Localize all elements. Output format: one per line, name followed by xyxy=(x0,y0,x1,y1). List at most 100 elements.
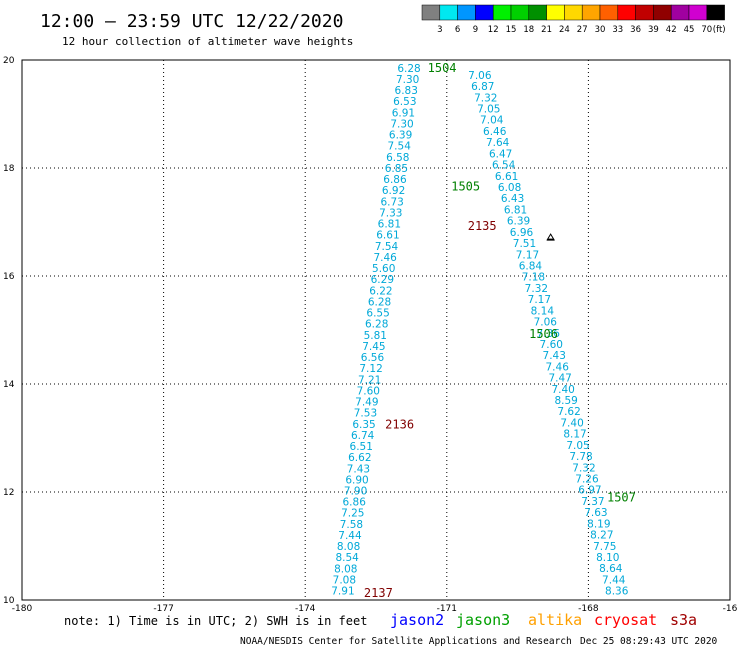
legend-label: 42 xyxy=(666,25,677,35)
wave-height-value: 7.43 xyxy=(543,350,566,362)
satellite-cryosat: cryosat xyxy=(594,611,657,629)
wave-height-value: 7.51 xyxy=(513,238,536,250)
x-tick-label: -168 xyxy=(578,604,599,614)
page-title: 12:00 – 23:59 UTC 12/22/2020 xyxy=(40,11,343,32)
pass-number-label: 1505 xyxy=(451,180,480,194)
wave-height-value: 7.43 xyxy=(347,463,370,475)
legend-swatch xyxy=(706,4,725,21)
wave-height-value: 7.26 xyxy=(575,473,599,485)
wave-height-value: 7.05 xyxy=(477,104,500,116)
wave-height-value: 8.17 xyxy=(563,429,586,441)
legend-swatch xyxy=(670,4,690,21)
wave-height-value: 7.62 xyxy=(557,406,580,418)
altimeter-tracks: 6.287.306.836.536.917.306.397.546.586.85… xyxy=(331,63,628,598)
legend-unit: (ft) xyxy=(713,25,726,35)
footer-credit: NOAA/NESDIS Center for Satellite Applica… xyxy=(240,636,572,647)
wave-height-value: 6.22 xyxy=(369,285,392,297)
wave-height-value: 7.40 xyxy=(560,417,583,429)
satellite-altika: altika xyxy=(528,611,582,629)
y-tick-label: 16 xyxy=(3,272,15,282)
y-tick-label: 18 xyxy=(3,164,15,174)
map-border xyxy=(21,59,731,601)
wave-height-value: 7.30 xyxy=(390,118,413,130)
wave-height-value: 6.28 xyxy=(397,63,420,75)
legend-label: 9 xyxy=(473,25,478,35)
wave-height-value: 7.06 xyxy=(534,317,558,329)
x-tick-label: -16 xyxy=(723,604,738,614)
wave-height-value: 7.32 xyxy=(474,92,497,104)
wave-height-value: 6.92 xyxy=(382,185,405,197)
wave-height-value: 7.53 xyxy=(354,408,377,420)
wave-height-value: 7.90 xyxy=(344,486,367,498)
wave-height-value: 6.43 xyxy=(501,193,524,205)
wave-height-value: 6.74 xyxy=(351,430,375,442)
legend-label: 18 xyxy=(523,25,534,35)
wave-height-value: 7.06 xyxy=(468,70,492,82)
legend-swatch xyxy=(581,4,601,21)
wave-height-value: 7.37 xyxy=(581,496,604,508)
x-tick-label: -180 xyxy=(12,604,33,614)
wave-height-value: 6.58 xyxy=(386,152,409,164)
wave-height-value: 7.21 xyxy=(358,374,381,386)
legend-label: 6 xyxy=(455,25,460,35)
satellite-jason3: jason3 xyxy=(456,611,510,629)
pass-annotations: 1504 1505 2135 1506 2136 1507 2137 xyxy=(364,61,636,600)
wave-height-value: 7.36 xyxy=(537,328,561,340)
wave-height-value: 7.64 xyxy=(486,137,510,149)
wave-height-value: 6.39 xyxy=(389,130,412,142)
wave-height-value: 7.05 xyxy=(566,440,589,452)
legend-label: 27 xyxy=(577,25,588,35)
wave-height-value: 7.60 xyxy=(357,385,380,397)
wave-height-value: 5.60 xyxy=(372,263,395,275)
wave-height-value: 6.39 xyxy=(507,216,530,228)
wave-height-value: 6.97 xyxy=(578,485,601,497)
wave-height-value: 8.10 xyxy=(596,552,619,564)
footer-note: note: 1) Time is in UTC; 2) SWH is in fe… xyxy=(64,614,367,628)
wave-height-value: 8.08 xyxy=(337,541,360,553)
wave-height-value: 7.40 xyxy=(551,384,574,396)
wave-height-value: 6.81 xyxy=(504,204,527,216)
wave-height-value: 7.54 xyxy=(388,141,412,153)
x-tick-label: -171 xyxy=(437,604,457,614)
wave-height-value: 8.27 xyxy=(590,530,613,542)
wave-height-value: 6.51 xyxy=(350,441,373,453)
legend-swatch xyxy=(635,4,654,21)
wave-height-value: 6.61 xyxy=(495,171,518,183)
y-tick-label: 10 xyxy=(3,596,15,606)
legend-swatch xyxy=(617,4,636,21)
pass-number-label: 2136 xyxy=(385,417,414,431)
map-frame xyxy=(21,59,731,601)
wave-height-value: 7.44 xyxy=(602,574,626,586)
legend-label: 70 xyxy=(701,25,712,35)
wave-height-value: 6.47 xyxy=(489,148,512,160)
wave-height-value: 7.91 xyxy=(331,586,354,598)
wave-height-value: 7.17 xyxy=(516,249,539,261)
wave-height-value: 7.08 xyxy=(333,574,356,586)
wave-height-value: 8.64 xyxy=(599,563,623,575)
wave-height-value: 7.17 xyxy=(528,294,551,306)
wave-height-value: 7.46 xyxy=(373,252,397,264)
wave-height-value: 6.08 xyxy=(498,182,521,194)
legend-swatch xyxy=(546,4,565,21)
wave-height-value: 7.54 xyxy=(375,241,399,253)
legend-swatch xyxy=(492,4,512,21)
pass-number-label: 1506 xyxy=(529,327,558,341)
axis-ticks: -180 -177 -174 -171 -168 -16 10 12 14 16 18 20 xyxy=(3,56,738,614)
wave-height-value: 6.84 xyxy=(519,260,543,272)
wave-height-value: 7.30 xyxy=(396,74,419,86)
legend-label: 33 xyxy=(612,25,623,35)
legend-swatch xyxy=(510,4,530,21)
wave-height-value: 6.86 xyxy=(343,497,367,509)
wave-height-value: 8.36 xyxy=(605,586,629,598)
color-scale-legend: 3 6 9 12 15 18 21 24 27 30 33 36 39 42 45 70 (ft) xyxy=(421,4,726,35)
pass-number-label: 2135 xyxy=(468,219,497,233)
wave-height-value: 7.04 xyxy=(480,115,504,127)
wave-height-value: 8.14 xyxy=(531,305,555,317)
legend-label: 21 xyxy=(541,25,552,35)
legend-swatch xyxy=(421,4,441,21)
legend-label: 3 xyxy=(437,25,442,35)
y-tick-label: 12 xyxy=(3,488,14,498)
wave-height-value: 7.45 xyxy=(362,341,385,353)
wave-height-value: 6.62 xyxy=(348,452,371,464)
